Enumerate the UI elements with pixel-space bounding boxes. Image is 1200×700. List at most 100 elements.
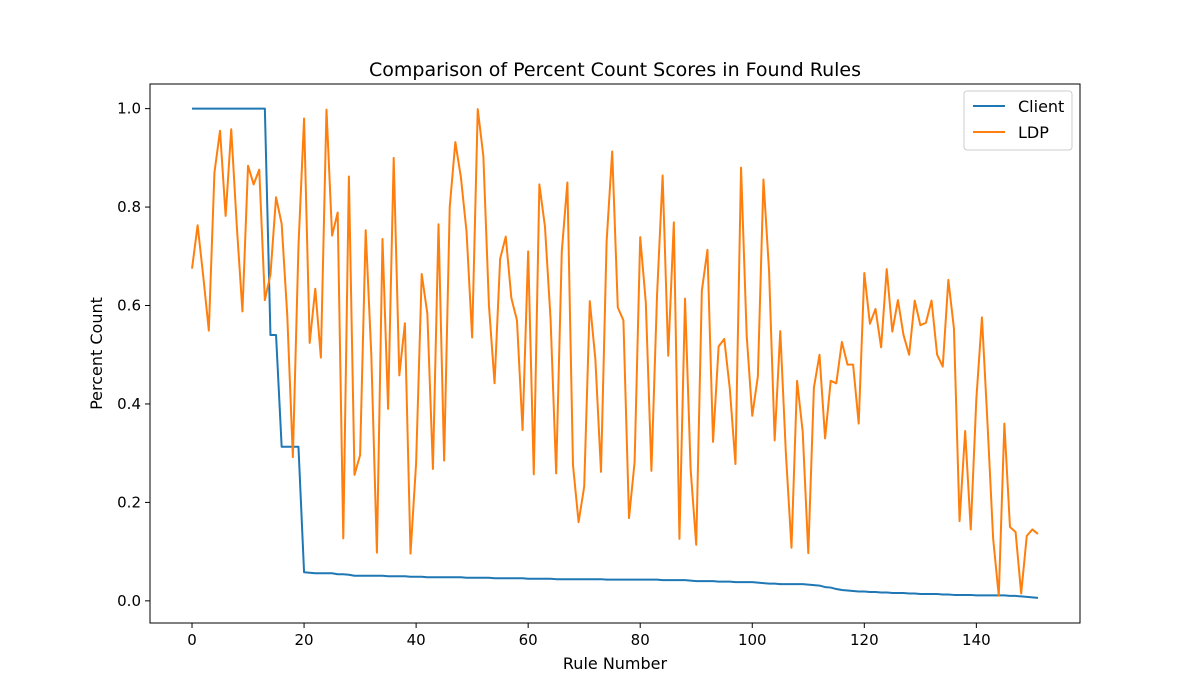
data-point-ldp [852, 364, 854, 366]
data-point-client [662, 579, 664, 581]
data-point-ldp [706, 249, 708, 251]
data-point-ldp [1031, 528, 1033, 530]
series-line-ldp [191, 108, 1039, 597]
data-point-ldp [796, 380, 798, 382]
x-tick-label: 80 [631, 631, 650, 649]
data-point-ldp [830, 380, 832, 382]
data-point-ldp [903, 334, 905, 336]
data-point-client [656, 579, 658, 581]
data-point-client [746, 581, 748, 583]
data-point-ldp [645, 302, 647, 304]
data-point-client [253, 108, 255, 110]
data-point-ldp [617, 306, 619, 308]
data-point-client [197, 108, 199, 110]
data-point-ldp [572, 464, 574, 466]
data-point-client [975, 594, 977, 596]
data-point-ldp [768, 270, 770, 272]
data-point-ldp [992, 538, 994, 540]
data-point-client [225, 108, 227, 110]
data-point-ldp [622, 319, 624, 321]
data-point-ldp [454, 141, 456, 143]
data-point-ldp [712, 441, 714, 443]
data-point-ldp [253, 183, 255, 185]
data-point-client [275, 334, 277, 336]
data-point-ldp [533, 473, 535, 475]
data-point-client [382, 575, 384, 577]
data-point-client [600, 578, 602, 580]
data-point-ldp [482, 155, 484, 157]
data-point-client [320, 572, 322, 574]
data-point-client [729, 581, 731, 583]
data-point-client [622, 579, 624, 581]
data-point-client [914, 592, 916, 594]
data-point-client [426, 576, 428, 578]
data-point-ldp [404, 322, 406, 324]
data-point-client [841, 589, 843, 591]
data-point-client [488, 577, 490, 579]
data-point-client [589, 578, 591, 580]
data-point-ldp [886, 268, 888, 270]
plot-frame [149, 83, 1081, 624]
data-point-ldp [1003, 423, 1005, 425]
data-point-client [779, 583, 781, 585]
y-axis-label: Percent Count [87, 297, 106, 410]
data-point-client [1037, 597, 1039, 599]
data-point-ldp [264, 299, 266, 301]
data-point-client [678, 579, 680, 581]
data-point-ldp [975, 398, 977, 400]
x-tick-label: 40 [407, 631, 426, 649]
data-point-client [628, 579, 630, 581]
data-point-ldp [740, 167, 742, 169]
data-point-ldp [477, 108, 479, 110]
data-point-ldp [925, 322, 927, 324]
data-point-ldp [802, 431, 804, 433]
data-point-client [796, 583, 798, 585]
data-point-ldp [382, 238, 384, 240]
data-point-client [594, 578, 596, 580]
data-point-client [953, 594, 955, 596]
data-point-client [516, 577, 518, 579]
data-point-client [471, 577, 473, 579]
data-point-ldp [606, 241, 608, 243]
data-point-ldp [292, 456, 294, 458]
data-point-ldp [583, 486, 585, 488]
data-point-ldp [275, 196, 277, 198]
y-tick-label: 0.2 [117, 493, 141, 511]
x-axis-label: Rule Number [563, 654, 668, 673]
data-point-ldp [600, 471, 602, 473]
data-point-ldp [678, 538, 680, 540]
data-point-ldp [376, 552, 378, 554]
data-point-client [421, 576, 423, 578]
legend-label-client: Client [1018, 97, 1064, 116]
data-point-client [398, 575, 400, 577]
data-point-client [544, 578, 546, 580]
data-point-client [858, 591, 860, 593]
data-point-client [510, 577, 512, 579]
data-point-client [365, 575, 367, 577]
data-point-client [482, 577, 484, 579]
data-point-client [645, 579, 647, 581]
data-point-client [522, 577, 524, 579]
data-point-ldp [858, 423, 860, 425]
data-point-ldp [673, 221, 675, 223]
data-point-client [578, 578, 580, 580]
data-point-ldp [847, 364, 849, 366]
data-point-client [213, 108, 215, 110]
data-point-client [936, 593, 938, 595]
data-point-ldp [320, 357, 322, 359]
data-point-client [807, 584, 809, 586]
data-point-ldp [309, 342, 311, 344]
data-point-ldp [426, 312, 428, 314]
legend-label-ldp: LDP [1018, 123, 1049, 142]
data-point-client [191, 108, 193, 110]
data-point-ldp [225, 215, 227, 217]
data-point-client [538, 578, 540, 580]
data-point-ldp [959, 520, 961, 522]
data-point-client [673, 579, 675, 581]
data-point-ldp [466, 231, 468, 233]
data-point-client [785, 583, 787, 585]
data-point-client [454, 576, 456, 578]
data-point-client [964, 594, 966, 596]
data-point-client [258, 108, 260, 110]
